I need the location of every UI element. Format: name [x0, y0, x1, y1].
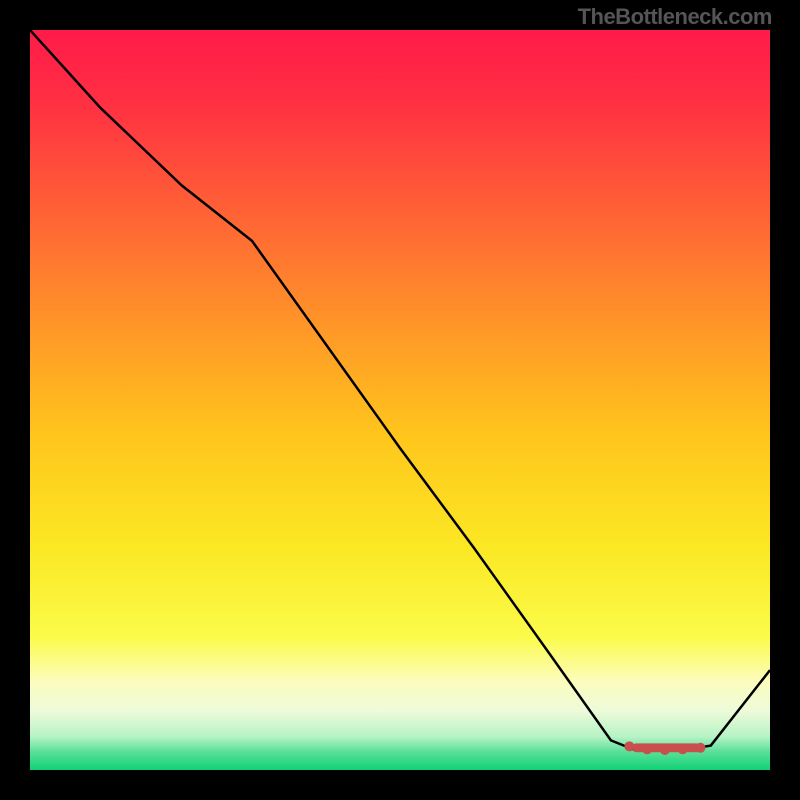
scatter-point: [696, 743, 705, 752]
watermark-text: TheBottleneck.com: [578, 4, 772, 30]
scatter-point: [660, 746, 669, 755]
gradient-rect: [30, 30, 770, 770]
scatter-point: [625, 742, 634, 751]
scatter-point: [678, 745, 687, 754]
chart-svg: [30, 30, 770, 770]
scatter-point: [643, 745, 652, 754]
